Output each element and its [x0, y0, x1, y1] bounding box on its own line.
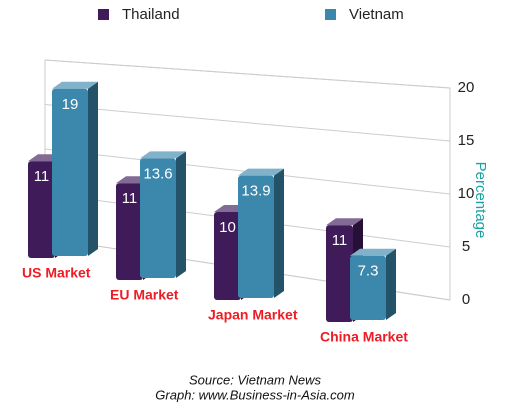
bar-top — [238, 168, 284, 176]
y-axis-label: Percentage — [472, 162, 489, 239]
x-tick-label: US Market — [22, 265, 91, 281]
y-tick-label: 0 — [462, 291, 470, 308]
value-label: 19 — [62, 96, 79, 113]
bar-side — [274, 168, 284, 298]
grid-line — [44, 59, 451, 89]
legend-swatch — [98, 9, 109, 20]
bar-top — [350, 248, 396, 256]
bar-top — [52, 81, 98, 89]
bar — [140, 158, 176, 278]
value-label: 11 — [122, 190, 138, 207]
legend-label: Thailand — [122, 6, 180, 23]
credit: Graph: www.Business-in-Asia.com — [155, 387, 355, 402]
bar-side — [88, 81, 98, 256]
bar — [238, 175, 274, 298]
value-label: 13.6 — [143, 165, 172, 182]
x-tick-label: China Market — [320, 329, 408, 345]
y-tick-label: 10 — [458, 185, 475, 202]
bar-side — [176, 151, 186, 278]
x-tick-label: EU Market — [110, 287, 179, 303]
x-tick-label: Japan Market — [208, 307, 298, 323]
bar — [214, 212, 241, 300]
bar — [52, 88, 88, 256]
legend-label: Vietnam — [349, 6, 404, 23]
source: Source: Vietnam News — [189, 372, 321, 387]
y-tick-label: 5 — [462, 238, 470, 255]
value-label: 10 — [219, 219, 236, 236]
bar — [326, 225, 353, 322]
value-label: 11 — [332, 232, 348, 249]
bar — [28, 161, 55, 258]
value-label: 11 — [34, 168, 50, 185]
bar — [350, 255, 386, 320]
bar-top — [326, 218, 363, 226]
grid-line — [44, 104, 451, 142]
value-label: 13.9 — [241, 183, 270, 200]
bar-top — [140, 151, 186, 159]
bar-side — [386, 248, 396, 320]
y-tick-label: 20 — [458, 79, 475, 96]
value-label: 7.3 — [358, 263, 379, 280]
y-tick-label: 15 — [458, 132, 475, 149]
bar — [116, 183, 143, 280]
legend-swatch — [325, 9, 336, 20]
